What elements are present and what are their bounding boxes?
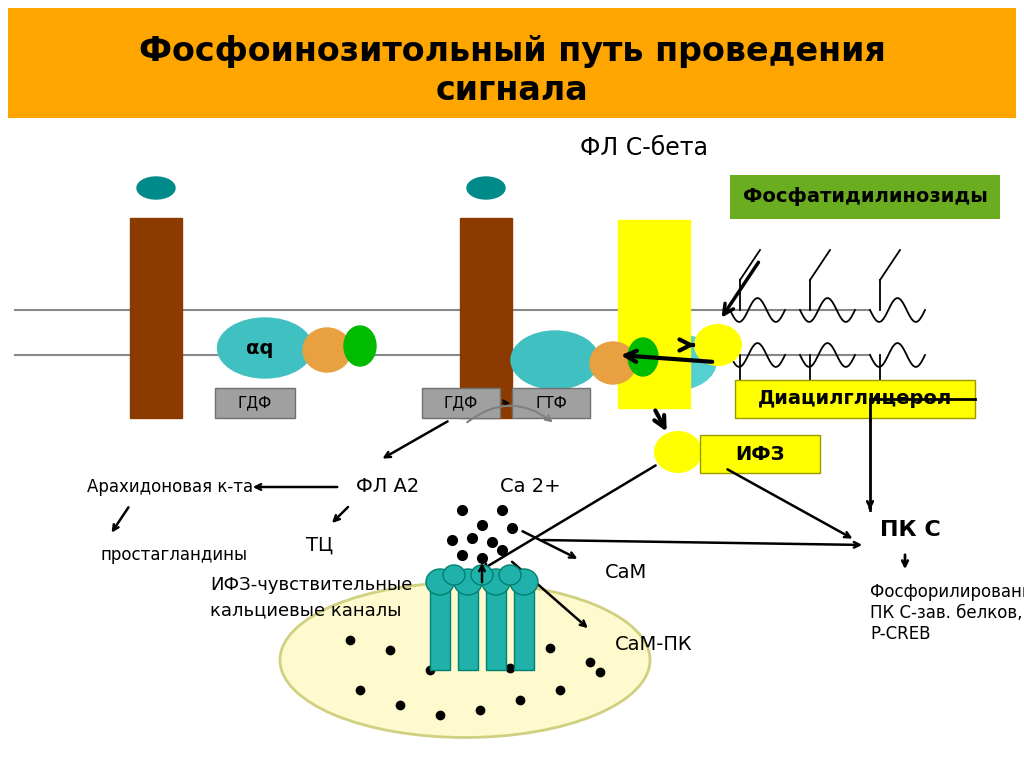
Ellipse shape <box>426 569 454 595</box>
Ellipse shape <box>471 565 493 585</box>
Text: CaM: CaM <box>605 562 647 581</box>
Ellipse shape <box>511 331 599 389</box>
Bar <box>512 388 590 418</box>
Ellipse shape <box>510 569 538 595</box>
Ellipse shape <box>217 318 312 378</box>
Bar <box>215 388 295 418</box>
Text: Ca 2+: Ca 2+ <box>500 478 560 496</box>
Text: ГТФ: ГТФ <box>536 396 567 410</box>
Text: CaM-ПК: CaM-ПК <box>615 636 692 654</box>
Bar <box>735 380 975 418</box>
Text: ФЛ А2: ФЛ А2 <box>356 478 420 496</box>
Text: Фосфоинозитольный путь проведения: Фосфоинозитольный путь проведения <box>138 35 886 68</box>
Bar <box>460 218 512 418</box>
Ellipse shape <box>454 569 482 595</box>
Bar <box>8 8 1016 118</box>
Text: Фосфорилирование: Фосфорилирование <box>870 583 1024 601</box>
Text: ГДФ: ГДФ <box>443 396 478 410</box>
Text: простагландины: простагландины <box>100 546 247 564</box>
Bar <box>486 590 506 670</box>
Text: Диацилглицерол: Диацилглицерол <box>758 390 952 409</box>
Text: ФЛ С-бета: ФЛ С-бета <box>580 136 708 160</box>
Ellipse shape <box>695 325 741 365</box>
Text: кальциевые каналы: кальциевые каналы <box>210 601 401 619</box>
Bar <box>618 220 690 408</box>
Ellipse shape <box>628 338 658 376</box>
Bar <box>458 590 478 670</box>
Text: Арахидоновая к-та: Арахидоновая к-та <box>87 478 253 496</box>
Bar <box>430 590 450 670</box>
Ellipse shape <box>499 565 521 585</box>
Ellipse shape <box>655 432 701 472</box>
Bar <box>422 388 500 418</box>
Bar <box>700 435 820 473</box>
Text: ГДФ: ГДФ <box>238 396 272 410</box>
Ellipse shape <box>344 326 376 366</box>
Text: P-CREB: P-CREB <box>870 625 931 643</box>
Ellipse shape <box>467 177 505 199</box>
Ellipse shape <box>303 328 351 372</box>
Ellipse shape <box>137 177 175 199</box>
Ellipse shape <box>482 569 510 595</box>
Text: ПК С-зав. белков,: ПК С-зав. белков, <box>870 604 1023 622</box>
Text: ТЦ: ТЦ <box>306 535 334 555</box>
Text: αq: αq <box>247 338 273 357</box>
Ellipse shape <box>280 582 650 738</box>
Text: ИФЗ: ИФЗ <box>735 445 784 463</box>
Text: Фосфатидилинозиды: Фосфатидилинозиды <box>742 187 987 206</box>
Ellipse shape <box>634 334 716 390</box>
Text: ПК С: ПК С <box>880 520 941 540</box>
Text: ИФЗ-чувствительные: ИФЗ-чувствительные <box>210 576 413 594</box>
Bar <box>730 175 1000 219</box>
Ellipse shape <box>590 342 636 384</box>
Bar <box>130 218 182 418</box>
Ellipse shape <box>443 565 465 585</box>
Bar <box>514 590 534 670</box>
Text: сигнала: сигнала <box>435 74 589 107</box>
